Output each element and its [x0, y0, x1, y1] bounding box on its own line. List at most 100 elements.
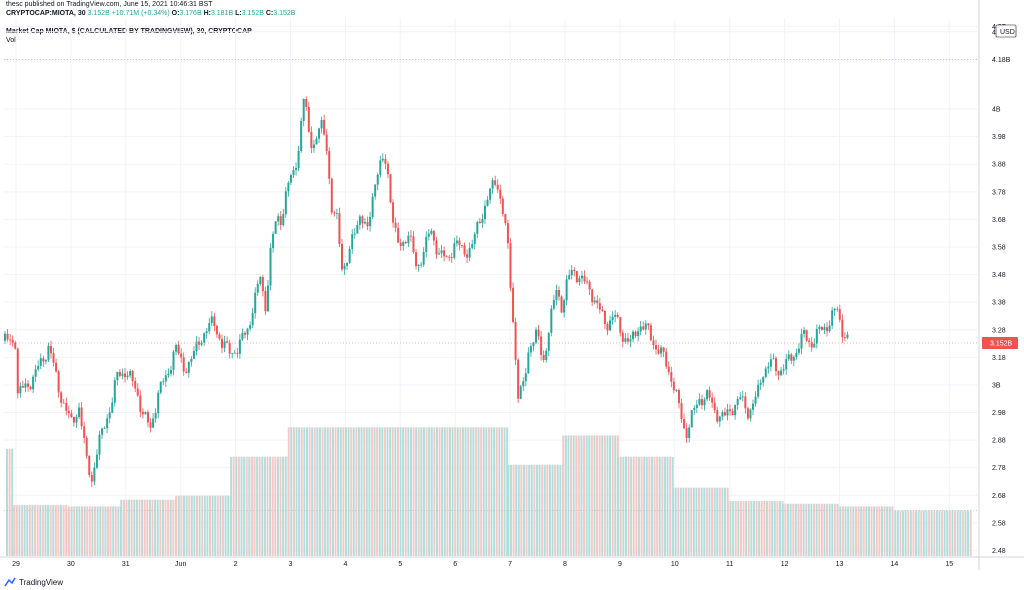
- candle-body: [560, 296, 563, 313]
- volume-bar: [295, 427, 298, 556]
- candle-body: [399, 242, 402, 246]
- candle-body: [603, 311, 606, 324]
- candle-body: [363, 221, 366, 224]
- volume-bar: [849, 506, 852, 556]
- candle-body: [466, 254, 469, 258]
- volume-bar: [878, 506, 881, 556]
- candle-body: [642, 326, 645, 330]
- candle-body: [501, 198, 504, 215]
- volume-bar: [750, 501, 753, 556]
- volume-bar: [407, 427, 410, 556]
- candle-body: [241, 332, 244, 340]
- candle-body: [289, 175, 292, 183]
- volume-bar: [598, 435, 601, 556]
- volume-bar: [41, 505, 44, 556]
- volume-bar: [904, 510, 907, 556]
- candle-body: [583, 275, 586, 282]
- volume-bar: [640, 456, 643, 556]
- high-label: H:: [203, 10, 211, 17]
- volume-bar: [151, 499, 154, 556]
- candle-body: [57, 371, 60, 393]
- candle-body: [427, 233, 430, 237]
- candle-body: [121, 373, 124, 376]
- candle-body: [228, 342, 231, 354]
- candle-body: [131, 371, 134, 382]
- candle-body: [580, 275, 583, 279]
- candle-body: [670, 372, 673, 382]
- volume-bar: [802, 503, 805, 556]
- candle-body: [149, 422, 152, 428]
- volume-bar: [456, 427, 459, 556]
- candle-body: [782, 369, 785, 371]
- candle-body: [9, 339, 12, 341]
- volume-bar: [303, 427, 306, 556]
- volume-bar: [617, 456, 620, 556]
- volume-bar: [716, 487, 719, 556]
- price-tick-label: 3.58: [992, 244, 1006, 251]
- volume-bar: [588, 435, 591, 556]
- candle-body: [93, 467, 96, 482]
- candle-body: [499, 189, 502, 199]
- candle-body: [295, 167, 298, 171]
- candle-body: [654, 345, 657, 350]
- candle-body: [665, 351, 668, 367]
- candle-body: [430, 230, 433, 234]
- volume-bar: [747, 501, 750, 556]
- volume-bar: [711, 487, 714, 556]
- candle-body: [519, 386, 522, 399]
- volume-bar: [627, 456, 630, 556]
- volume-bar: [300, 427, 303, 556]
- volume-bar: [797, 503, 800, 556]
- volume-bar: [389, 427, 392, 556]
- volume-bar: [498, 427, 501, 556]
- candle-body: [496, 184, 499, 190]
- candle-body: [88, 455, 91, 475]
- volume-bar: [533, 464, 536, 556]
- candle-body: [95, 454, 98, 468]
- price-value: 3.152B: [87, 10, 110, 17]
- volume-bar: [596, 435, 599, 556]
- volume-bar: [467, 427, 470, 556]
- candle-body: [404, 242, 407, 244]
- candle-body: [333, 212, 336, 214]
- volume-bar: [433, 427, 436, 556]
- volume-bar: [352, 427, 355, 556]
- volume-label: Vol: [6, 37, 16, 44]
- volume-bar: [888, 506, 891, 556]
- candle-body: [175, 345, 178, 352]
- candle-body: [716, 410, 719, 422]
- volume-bar: [334, 427, 337, 556]
- candle-body: [231, 352, 234, 354]
- volume-bar: [156, 499, 159, 556]
- time-tick-label: 15: [945, 561, 953, 568]
- candle-body: [213, 316, 216, 326]
- volume-bar: [867, 506, 870, 556]
- candle-body: [517, 359, 520, 399]
- candle-body: [49, 345, 52, 354]
- candle-body: [328, 151, 331, 179]
- volume-bar: [331, 427, 334, 556]
- candle-body: [144, 412, 147, 415]
- volume-bar: [11, 448, 14, 556]
- volume-bar: [284, 456, 287, 556]
- volume-bar: [831, 503, 834, 556]
- volume-bar: [169, 499, 172, 556]
- volume-bar: [614, 435, 617, 556]
- candle-body: [810, 342, 813, 348]
- volume-bar: [464, 427, 467, 556]
- volume-bar: [645, 456, 648, 556]
- candle-body: [795, 352, 798, 358]
- candle-body: [680, 403, 683, 420]
- volume-bar: [417, 427, 420, 556]
- volume-bar: [409, 427, 412, 556]
- tradingview-logo[interactable]: TradingView: [4, 576, 63, 588]
- candle-body: [24, 383, 27, 388]
- volume-bar: [167, 499, 170, 556]
- volume-bar: [60, 505, 63, 556]
- volume-bar: [820, 503, 823, 556]
- volume-bar: [91, 506, 94, 556]
- volume-bar: [368, 427, 371, 556]
- candle-body: [417, 264, 420, 267]
- candle-body: [374, 184, 377, 197]
